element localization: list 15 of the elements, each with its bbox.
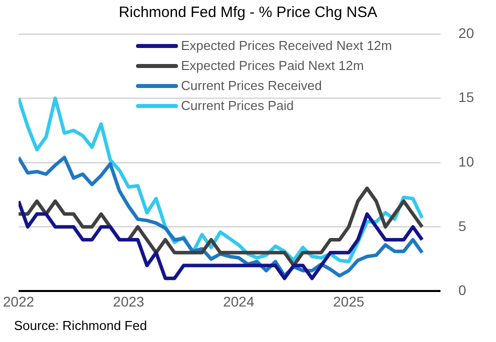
y-tick-label: 10 xyxy=(458,153,474,170)
legend-label: Expected Prices Received Next 12m xyxy=(181,37,392,55)
y-tick-label: 20 xyxy=(458,24,474,41)
x-tick-label: 2022 xyxy=(2,293,34,310)
legend-label: Current Prices Paid xyxy=(181,97,294,115)
chart-title: Richmond Fed Mfg - % Price Chg NSA xyxy=(118,4,378,21)
x-tick-label: 2024 xyxy=(223,293,254,310)
x-tick-label: 2025 xyxy=(333,293,364,310)
y-tick-label: 5 xyxy=(458,218,466,234)
legend-label: Expected Prices Paid Next 12m xyxy=(181,57,364,75)
y-tick-label: 15 xyxy=(458,89,474,106)
legend-label: Current Prices Received xyxy=(181,77,322,95)
x-tick-label: 2023 xyxy=(113,293,144,310)
y-tick-label: 0 xyxy=(458,282,466,298)
source-note: Source: Richmond Fed xyxy=(14,318,147,333)
